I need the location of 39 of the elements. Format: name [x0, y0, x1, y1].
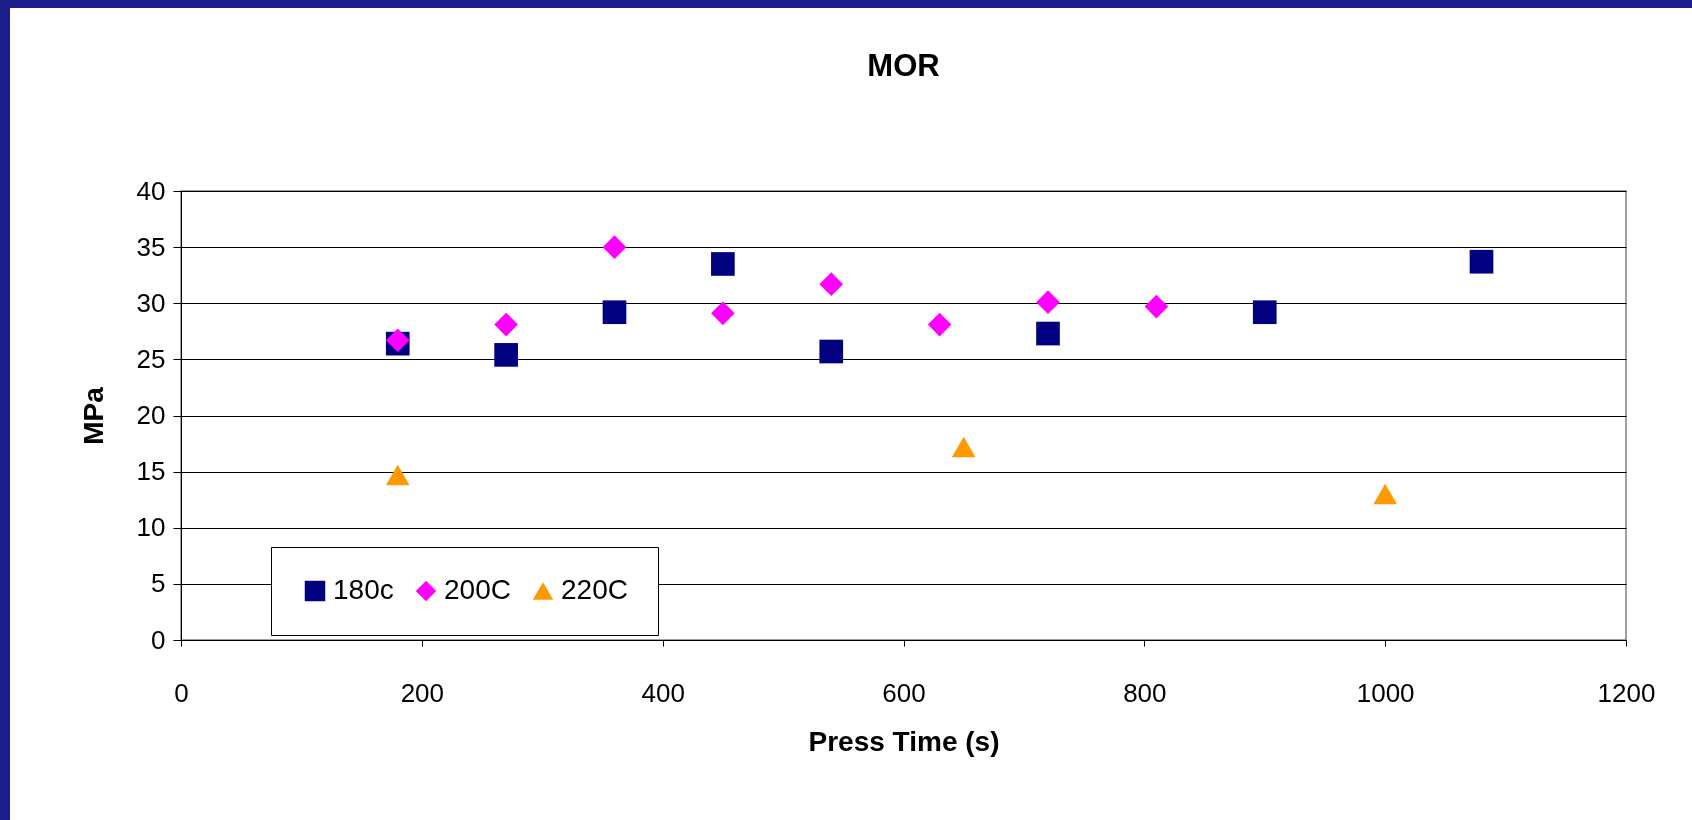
point	[1036, 290, 1060, 314]
x-tick-label: 200	[400, 677, 445, 708]
point	[819, 339, 844, 364]
y-tick-label: 10	[136, 512, 166, 543]
point	[819, 272, 844, 296]
y-tick-label: 40	[136, 175, 166, 206]
x-axis-title: Press Time (s)	[808, 725, 1000, 757]
y-tick-label: 0	[151, 624, 166, 655]
point	[951, 436, 976, 458]
point	[1252, 300, 1277, 325]
x-tick-label: 800	[1123, 677, 1167, 708]
x-tick-label: 1000	[1356, 677, 1415, 708]
point	[385, 464, 410, 486]
chart-title: MOR	[867, 48, 940, 83]
point	[1373, 483, 1397, 505]
y-tick-label: 20	[136, 400, 166, 430]
legend-label: 200C	[444, 574, 511, 605]
y-tick-label: 25	[136, 343, 166, 374]
point	[711, 301, 735, 326]
point	[494, 312, 518, 337]
legend-label: 220C	[561, 574, 628, 605]
legend-label: 180c	[333, 574, 394, 605]
point	[1469, 249, 1494, 274]
point	[602, 300, 627, 325]
y-tick-label: 35	[136, 231, 166, 262]
point	[711, 252, 735, 276]
x-tick-label: 1200	[1597, 677, 1656, 708]
point	[1036, 321, 1060, 346]
y-tick-label: 15	[136, 456, 166, 487]
x-tick-label: 400	[641, 677, 685, 708]
x-tick-label: 0	[174, 677, 189, 708]
x-tick-label: 600	[882, 677, 926, 708]
point	[494, 343, 518, 367]
y-tick-label: 5	[151, 568, 166, 599]
point	[1144, 294, 1169, 319]
y-axis-title: MPa	[77, 386, 109, 445]
point	[602, 235, 627, 259]
point	[927, 312, 952, 337]
y-tick-label: 30	[136, 287, 166, 318]
